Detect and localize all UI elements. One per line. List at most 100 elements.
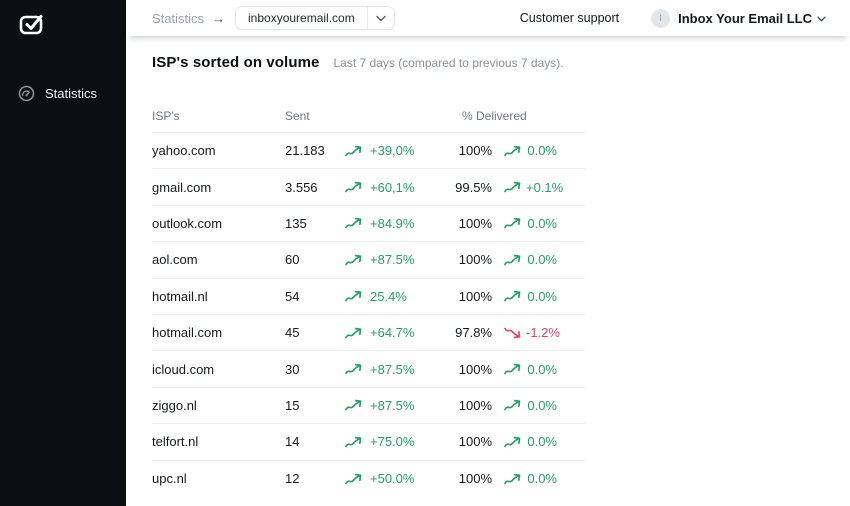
page-head: ISP's sorted on volume Last 7 days (comp… (152, 54, 824, 71)
table-row: outlook.com 135 +84.9% 100% 0.0% (152, 206, 585, 243)
delivered-change-value: 0.0% (527, 215, 557, 231)
trend-up-icon (492, 180, 526, 194)
delivered-change-value: 0.0% (527, 397, 557, 413)
table-row: icloud.com 30 +87.5% 100% 0.0% (152, 351, 585, 388)
avatar: I (651, 8, 671, 28)
trend-up-icon (345, 144, 365, 158)
isp-table: ISP's Sent % Delivered yahoo.com 21.183 … (152, 99, 585, 497)
delivered-value: 100% (458, 397, 492, 413)
delivered-change-value: -1.2% (526, 325, 560, 341)
sent-change-value: +39,0% (370, 143, 415, 159)
delivered-change-value: 0.0% (527, 143, 557, 159)
delivered-value: 100% (458, 471, 492, 487)
isp-name: outlook.com (152, 215, 223, 231)
trend-up-icon (492, 472, 526, 486)
chevron-down-icon (368, 15, 394, 22)
sidebar-nav: Statistics (0, 78, 126, 109)
table-row: upc.nl 12 +50.0% 100% 0.0% (152, 461, 585, 497)
sent-trend: +84.9% (345, 216, 444, 231)
delivered-value: 100% (458, 361, 492, 377)
trend-up-icon (345, 326, 365, 340)
delivered-value: 97.8% (455, 325, 492, 341)
app-logo[interactable] (0, 0, 126, 40)
trend-up-icon (492, 362, 526, 376)
sent-trend: +87.5% (345, 252, 444, 267)
sent-value: 45 (285, 325, 300, 341)
sent-value: 30 (285, 361, 300, 377)
table-header: ISP's Sent % Delivered (152, 99, 585, 133)
trend-up-icon (492, 216, 526, 230)
sent-change-value: 25.4% (370, 288, 407, 304)
account-menu[interactable]: I Inbox Your Email LLC (651, 8, 826, 28)
sent-trend: 25.4% (345, 289, 444, 304)
table-body: yahoo.com 21.183 +39,0% 100% 0.0% gmail.… (152, 133, 585, 497)
table-row: hotmail.nl 54 25.4% 100% 0.0% (152, 279, 585, 315)
column-header-sent: Sent (285, 108, 310, 123)
trend-down-icon (492, 326, 526, 340)
isp-name: aol.com (152, 252, 198, 268)
sent-value: 135 (285, 215, 307, 231)
delivered-change-value: 0.0% (527, 434, 557, 450)
trend-up-icon (492, 253, 526, 267)
delivered-value: 100% (458, 252, 492, 268)
sidebar-item-statistics[interactable]: Statistics (0, 78, 126, 109)
sent-value: 15 (285, 397, 300, 413)
sent-value: 14 (285, 434, 300, 450)
sent-change-value: +64.7% (370, 325, 415, 341)
isp-name: hotmail.com (152, 325, 223, 341)
table-row: telfort.nl 14 +75.0% 100% 0.0% (152, 424, 585, 461)
sent-value: 3.556 (285, 179, 318, 195)
sent-change-value: +50.0% (370, 471, 415, 487)
column-header-delivered: % Delivered (462, 108, 527, 123)
table-row: hotmail.com 45 +64.7% 97.8% -1.2% (152, 315, 585, 352)
gauge-icon (18, 85, 35, 102)
sent-change-value: +75.0% (370, 434, 415, 450)
sent-value: 60 (285, 252, 300, 268)
chevron-down-icon (817, 16, 826, 22)
trend-up-icon (345, 180, 365, 194)
account-name: Inbox Your Email LLC (678, 10, 812, 26)
delivered-value: 99.5% (455, 179, 492, 195)
table-row: yahoo.com 21.183 +39,0% 100% 0.0% (152, 133, 585, 170)
trend-up-icon (345, 362, 365, 376)
sent-trend: +50.0% (345, 471, 444, 486)
trend-up-icon (492, 398, 526, 412)
topbar-right: Customer support I Inbox Your Email LLC (519, 8, 826, 28)
sent-change-value: +87.5% (370, 252, 415, 268)
sent-change-value: +84.9% (370, 215, 415, 231)
sent-trend: +75.0% (345, 434, 444, 449)
sent-trend: +64.7% (345, 325, 444, 340)
topbar: Statistics → inboxyouremail.com Customer… (126, 0, 850, 36)
delivered-change-value: 0.0% (527, 361, 557, 377)
trend-up-icon (345, 289, 365, 303)
table-row: gmail.com 3.556 +60,1% 99.5% +0.1% (152, 169, 585, 206)
sent-change-value: +87.5% (370, 397, 415, 413)
isp-name: yahoo.com (152, 143, 216, 159)
isp-name: hotmail.nl (152, 288, 208, 304)
customer-support-link[interactable]: Customer support (519, 11, 620, 25)
isp-name: upc.nl (152, 471, 187, 487)
column-header-isp: ISP's (152, 108, 180, 123)
sent-value: 54 (285, 288, 300, 304)
trend-up-icon (345, 216, 365, 230)
delivered-value: 100% (458, 143, 492, 159)
main-area: Statistics → inboxyouremail.com Customer… (126, 0, 850, 506)
page-title: ISP's sorted on volume (152, 54, 320, 71)
breadcrumb-arrow-icon: → (212, 10, 226, 26)
dropdown-divider (366, 7, 368, 29)
table-row: aol.com 60 +87.5% 100% 0.0% (152, 242, 585, 279)
delivered-change-value: 0.0% (527, 288, 557, 304)
delivered-value: 100% (458, 215, 492, 231)
delivered-value: 100% (458, 288, 492, 304)
delivered-change-value: +0.1% (526, 179, 564, 195)
domain-select-value: inboxyouremail.com (248, 11, 355, 25)
sent-value: 21.183 (285, 143, 325, 159)
sent-change-value: +60,1% (370, 179, 415, 195)
trend-up-icon (345, 253, 365, 267)
sidebar: Statistics (0, 0, 126, 506)
domain-select-dropdown[interactable]: inboxyouremail.com (235, 6, 395, 30)
delivered-value: 100% (458, 434, 492, 450)
page-subtitle: Last 7 days (compared to previous 7 days… (333, 56, 564, 70)
checkbox-check-logo-icon (16, 8, 126, 40)
